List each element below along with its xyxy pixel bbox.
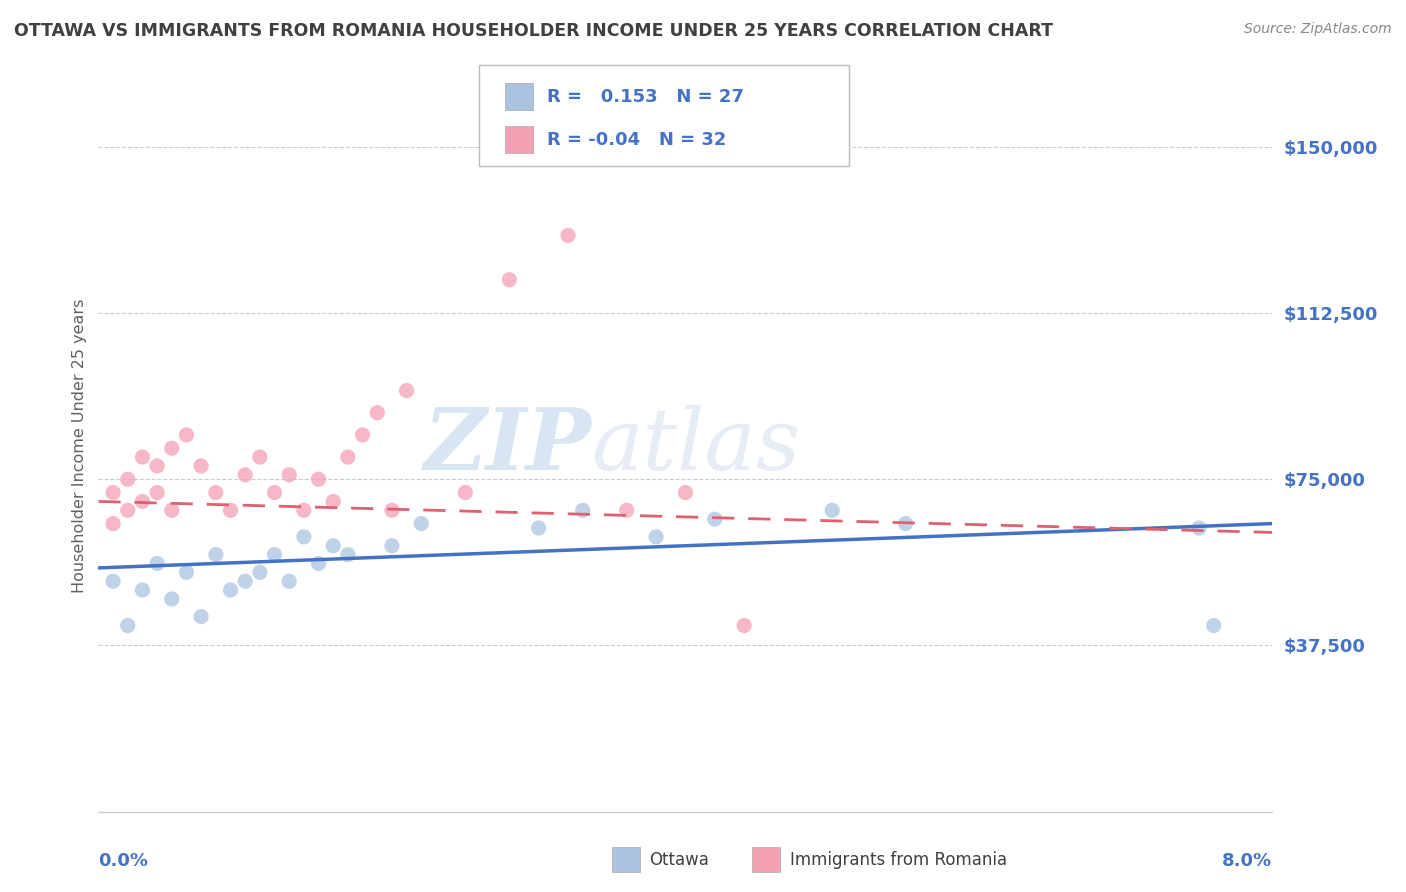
Point xyxy=(278,574,301,589)
Point xyxy=(571,503,593,517)
Point xyxy=(322,539,344,553)
Point xyxy=(205,548,228,562)
Point xyxy=(117,618,139,632)
Point xyxy=(821,503,844,517)
Point xyxy=(219,503,242,517)
Point xyxy=(131,494,153,508)
Point xyxy=(219,583,242,598)
Point xyxy=(336,450,359,464)
Point xyxy=(308,472,330,486)
Text: 0.0%: 0.0% xyxy=(98,852,149,870)
Point xyxy=(557,228,579,243)
Point xyxy=(336,548,359,562)
Point xyxy=(131,450,153,464)
Point xyxy=(233,467,256,482)
Point xyxy=(117,503,139,517)
Point xyxy=(1202,618,1225,632)
Text: R =   0.153   N = 27: R = 0.153 N = 27 xyxy=(547,87,744,105)
Point xyxy=(395,384,418,398)
Point xyxy=(146,557,169,571)
Point xyxy=(233,574,256,589)
Point xyxy=(498,273,520,287)
Point xyxy=(160,503,183,517)
Point xyxy=(190,458,212,473)
Point xyxy=(292,530,315,544)
Point xyxy=(675,485,697,500)
Point xyxy=(249,566,271,580)
Text: Ottawa: Ottawa xyxy=(650,851,710,869)
Point xyxy=(703,512,725,526)
Text: ZIP: ZIP xyxy=(423,404,592,488)
Y-axis label: Householder Income Under 25 years: Householder Income Under 25 years xyxy=(72,299,87,593)
Text: OTTAWA VS IMMIGRANTS FROM ROMANIA HOUSEHOLDER INCOME UNDER 25 YEARS CORRELATION : OTTAWA VS IMMIGRANTS FROM ROMANIA HOUSEH… xyxy=(14,22,1053,40)
Point xyxy=(160,591,183,606)
Text: Immigrants from Romania: Immigrants from Romania xyxy=(790,851,1007,869)
Point xyxy=(308,557,330,571)
Point xyxy=(292,503,315,517)
Text: Source: ZipAtlas.com: Source: ZipAtlas.com xyxy=(1244,22,1392,37)
Point xyxy=(176,428,198,442)
Point xyxy=(205,485,228,500)
Point xyxy=(381,539,404,553)
Point xyxy=(176,566,198,580)
Point xyxy=(645,530,668,544)
Text: 8.0%: 8.0% xyxy=(1222,852,1272,870)
Point xyxy=(160,441,183,455)
Point xyxy=(381,503,404,517)
Point xyxy=(146,485,169,500)
Point xyxy=(146,458,169,473)
Point xyxy=(131,583,153,598)
Point xyxy=(190,609,212,624)
Point xyxy=(263,548,285,562)
Point xyxy=(411,516,433,531)
Point xyxy=(616,503,638,517)
Point xyxy=(352,428,374,442)
Point xyxy=(733,618,755,632)
Point xyxy=(322,494,344,508)
Point xyxy=(101,485,124,500)
Point xyxy=(894,516,917,531)
Point xyxy=(101,516,124,531)
Text: atlas: atlas xyxy=(592,405,800,487)
Point xyxy=(527,521,550,535)
Point xyxy=(1188,521,1211,535)
Point xyxy=(249,450,271,464)
Point xyxy=(263,485,285,500)
Point xyxy=(101,574,124,589)
Point xyxy=(454,485,477,500)
Text: R = -0.04   N = 32: R = -0.04 N = 32 xyxy=(547,130,727,149)
Point xyxy=(278,467,301,482)
Point xyxy=(366,406,388,420)
Point xyxy=(117,472,139,486)
